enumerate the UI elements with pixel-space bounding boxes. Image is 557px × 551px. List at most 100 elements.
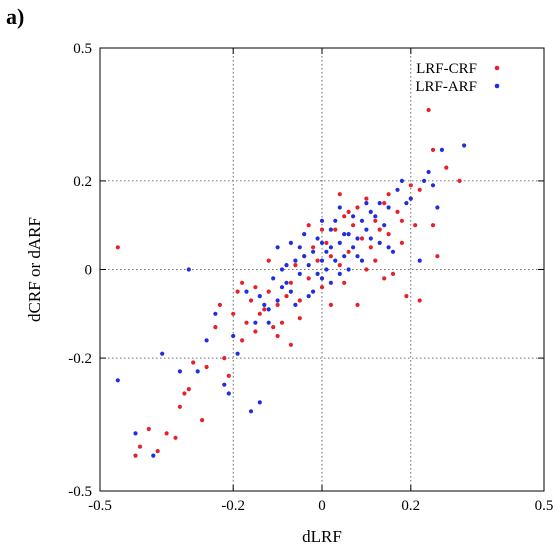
point-lrf-arf (319, 276, 325, 281)
point-lrf-crf (253, 329, 258, 334)
point-lrf-arf (262, 302, 267, 307)
point-lrf-arf (235, 351, 240, 356)
x-tick-label: -0.2 (221, 498, 245, 514)
point-lrf-crf (146, 426, 151, 432)
point-lrf-crf (364, 196, 369, 201)
point-lrf-arf (328, 227, 333, 232)
x-tick-label: 0.2 (401, 498, 420, 514)
point-lrf-crf (373, 258, 378, 263)
point-lrf-crf (373, 218, 378, 223)
point-lrf-crf (382, 201, 387, 206)
point-lrf-arf (288, 289, 293, 294)
point-lrf-crf (457, 178, 462, 183)
point-lrf-crf (333, 227, 338, 232)
point-lrf-arf (377, 240, 382, 245)
point-lrf-crf (413, 223, 418, 228)
point-lrf-arf (257, 294, 262, 299)
point-lrf-arf (275, 245, 280, 250)
point-lrf-crf (359, 236, 365, 241)
point-lrf-crf (346, 249, 351, 254)
point-lrf-arf (253, 320, 258, 325)
point-lrf-crf (266, 289, 271, 294)
point-lrf-crf (426, 107, 431, 113)
point-lrf-arf (328, 245, 333, 250)
point-lrf-crf (342, 214, 347, 219)
point-lrf-arf (386, 245, 391, 250)
point-lrf-crf (275, 302, 280, 307)
point-lrf-arf (439, 147, 444, 152)
point-lrf-crf (262, 307, 267, 312)
point-lrf-crf (306, 276, 311, 281)
point-lrf-arf (386, 205, 391, 210)
grid-lines (100, 48, 544, 491)
y-tick-label: 0.2 (73, 174, 92, 190)
point-lrf-crf (319, 227, 325, 232)
point-lrf-crf (133, 453, 138, 458)
point-lrf-crf (319, 285, 325, 290)
point-lrf-arf (293, 302, 298, 307)
point-lrf-crf (324, 240, 329, 245)
point-lrf-crf (266, 258, 271, 263)
point-lrf-crf (399, 218, 404, 223)
point-lrf-arf (306, 294, 311, 299)
point-lrf-arf (328, 280, 333, 285)
point-lrf-arf (351, 245, 356, 250)
point-lrf-crf (182, 391, 187, 396)
legend-marker (494, 65, 500, 71)
point-lrf-arf (186, 267, 191, 272)
point-lrf-arf (315, 271, 320, 276)
point-lrf-arf (151, 453, 156, 458)
point-lrf-arf (351, 214, 356, 219)
point-lrf-crf (430, 223, 436, 228)
point-lrf-arf (355, 254, 360, 259)
point-lrf-crf (337, 263, 342, 268)
point-lrf-crf (430, 147, 436, 152)
point-lrf-arf (404, 201, 409, 206)
point-lrf-crf (248, 298, 254, 303)
point-lrf-crf (222, 356, 227, 361)
point-lrf-crf (231, 311, 236, 316)
point-lrf-crf (306, 223, 311, 228)
point-lrf-crf (408, 183, 413, 188)
point-lrf-arf (333, 218, 338, 223)
point-lrf-arf (399, 178, 404, 183)
point-lrf-crf (342, 280, 347, 285)
point-lrf-crf (279, 320, 285, 325)
point-lrf-arf (195, 369, 200, 374)
point-lrf-arf (355, 236, 360, 241)
point-lrf-arf (390, 249, 396, 254)
point-lrf-crf (390, 271, 396, 276)
panel-label: a) (6, 4, 25, 29)
point-lrf-arf (319, 218, 325, 223)
data-points (115, 107, 467, 458)
point-lrf-arf (346, 267, 351, 272)
point-lrf-arf (226, 391, 231, 396)
point-lrf-arf (297, 245, 302, 250)
legend-label: LRF-ARF (415, 79, 477, 95)
point-lrf-arf (435, 205, 440, 210)
point-lrf-arf (319, 240, 325, 245)
point-lrf-arf (306, 263, 311, 268)
point-lrf-crf (435, 254, 440, 259)
point-lrf-crf (311, 245, 316, 250)
point-lrf-arf (302, 254, 307, 259)
point-lrf-arf (248, 409, 254, 414)
point-lrf-arf (382, 223, 387, 228)
point-lrf-crf (137, 444, 143, 449)
point-lrf-arf (359, 218, 365, 223)
x-tick-label: 0 (318, 498, 326, 514)
point-lrf-arf (160, 351, 165, 356)
point-lrf-crf (417, 187, 422, 192)
point-lrf-crf (217, 302, 222, 307)
point-lrf-crf (355, 205, 360, 210)
point-lrf-crf (382, 276, 387, 281)
point-lrf-arf (377, 201, 382, 206)
point-lrf-crf (368, 245, 373, 250)
point-lrf-crf (351, 223, 356, 228)
point-lrf-crf (297, 298, 302, 303)
point-lrf-arf (315, 236, 320, 241)
point-lrf-crf (240, 338, 245, 343)
x-axis-label: dLRF (302, 527, 342, 546)
point-lrf-arf (275, 298, 280, 303)
